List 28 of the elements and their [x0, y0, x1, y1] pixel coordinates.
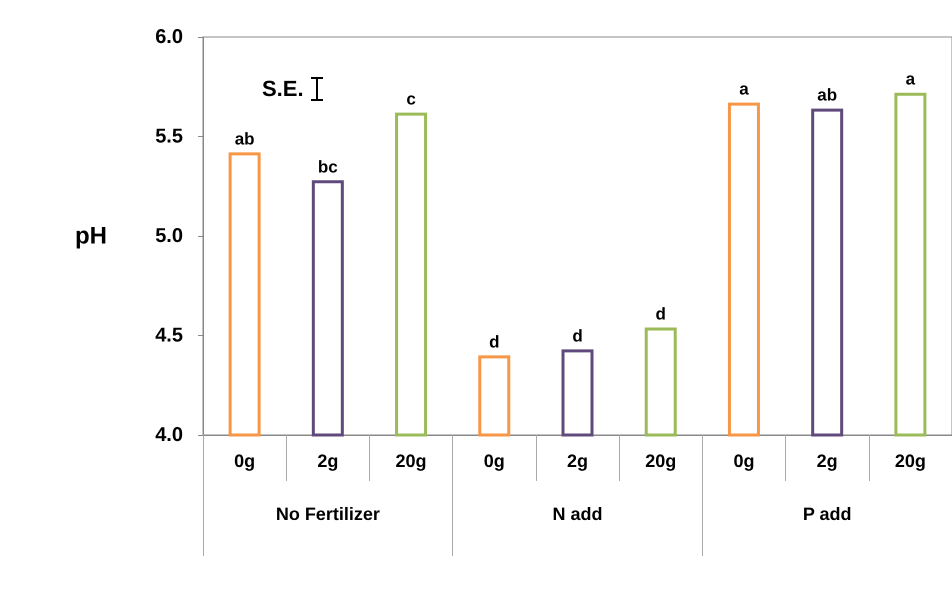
y-tick-label: 4.5	[155, 324, 183, 346]
data-label: d	[489, 332, 500, 352]
data-label: ab	[234, 129, 255, 148]
y-tick-label: 6.0	[155, 26, 183, 48]
data-label: d	[656, 304, 666, 324]
text: N add	[552, 504, 603, 524]
y-tick-label: 5.5	[155, 126, 183, 148]
x-tick-label: 0g	[234, 451, 256, 471]
data-label: a	[906, 70, 916, 89]
data-label: ab	[817, 86, 838, 105]
data-label: a	[739, 80, 750, 99]
y-tick-label: 5.0	[155, 225, 183, 247]
x-tick-label: 2g	[816, 451, 838, 471]
x-tick-label: 0g	[484, 451, 505, 471]
x-tick-label: 2g	[566, 451, 588, 471]
y-tick-label: 4.0	[155, 424, 183, 446]
data-label: c	[406, 90, 416, 109]
text: P add	[802, 504, 852, 524]
data-label: bc	[318, 157, 338, 176]
x-tick-label: 2g	[317, 451, 338, 471]
y-axis-title: pH	[75, 222, 107, 250]
x-tick-label: 20g	[894, 451, 926, 471]
annotation: S.E.	[262, 76, 304, 102]
x-tick-label: 20g	[396, 451, 427, 471]
x-tick-label: 0g	[733, 451, 754, 471]
text: No Fertilizer	[276, 504, 380, 524]
x-tick-label: 20g	[645, 451, 676, 471]
data-label: d	[572, 326, 583, 346]
